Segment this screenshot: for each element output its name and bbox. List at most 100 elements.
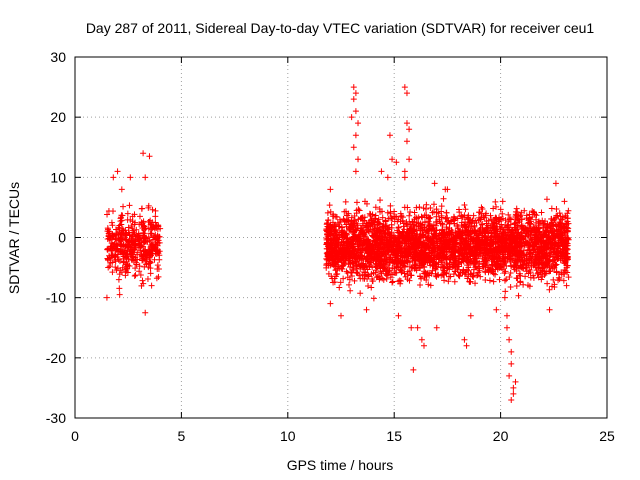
data-point bbox=[139, 205, 146, 212]
data-point bbox=[439, 259, 446, 266]
data-point bbox=[323, 235, 330, 242]
data-point bbox=[526, 257, 533, 264]
data-point bbox=[343, 253, 350, 260]
data-point bbox=[129, 251, 136, 258]
data-point bbox=[324, 243, 331, 250]
data-point bbox=[443, 259, 450, 266]
data-point bbox=[340, 239, 347, 246]
data-point bbox=[535, 218, 542, 225]
data-point bbox=[325, 227, 332, 234]
data-point bbox=[541, 232, 548, 239]
data-point bbox=[463, 271, 470, 278]
data-point bbox=[377, 197, 384, 204]
data-point bbox=[478, 236, 485, 243]
data-points bbox=[103, 84, 572, 403]
data-point bbox=[441, 277, 448, 284]
data-point bbox=[417, 273, 424, 280]
data-point bbox=[424, 242, 431, 249]
data-point bbox=[497, 236, 504, 243]
data-point bbox=[154, 226, 161, 233]
data-point bbox=[441, 239, 448, 246]
data-point bbox=[386, 226, 393, 233]
data-point bbox=[142, 238, 149, 245]
data-point bbox=[418, 262, 425, 269]
data-point bbox=[418, 248, 425, 255]
data-point bbox=[337, 279, 344, 286]
data-point bbox=[386, 235, 393, 242]
data-point bbox=[481, 250, 488, 257]
data-point bbox=[333, 261, 340, 268]
data-point bbox=[132, 272, 139, 279]
data-point bbox=[546, 306, 553, 313]
data-point bbox=[109, 222, 116, 229]
data-point bbox=[471, 258, 478, 265]
data-point bbox=[469, 273, 476, 280]
data-point bbox=[430, 201, 437, 208]
data-point bbox=[533, 255, 540, 262]
data-point bbox=[512, 378, 519, 385]
data-point bbox=[411, 216, 418, 223]
data-point bbox=[490, 278, 497, 285]
data-point bbox=[354, 269, 361, 276]
data-point bbox=[140, 280, 147, 287]
data-point bbox=[422, 269, 429, 276]
data-point bbox=[399, 248, 406, 255]
data-point bbox=[501, 294, 508, 301]
data-point bbox=[106, 255, 113, 262]
data-point bbox=[452, 263, 459, 270]
data-point bbox=[333, 214, 340, 221]
data-point bbox=[116, 258, 123, 265]
data-point bbox=[483, 218, 490, 225]
data-point bbox=[426, 255, 433, 262]
data-point bbox=[524, 239, 531, 246]
data-point bbox=[139, 277, 146, 284]
data-point bbox=[401, 84, 408, 91]
data-point bbox=[476, 267, 483, 274]
data-point bbox=[532, 231, 539, 238]
data-point bbox=[465, 216, 472, 223]
data-point bbox=[493, 218, 500, 225]
y-tick-label: -10 bbox=[46, 290, 66, 306]
data-point bbox=[140, 226, 147, 233]
x-tick-label: 10 bbox=[280, 428, 296, 444]
data-point bbox=[463, 249, 470, 256]
data-point bbox=[142, 257, 149, 264]
data-point bbox=[506, 253, 513, 260]
data-point bbox=[397, 264, 404, 271]
data-point bbox=[148, 282, 155, 289]
data-point bbox=[389, 278, 396, 285]
data-point bbox=[153, 235, 160, 242]
data-point bbox=[549, 240, 556, 247]
data-point bbox=[156, 239, 163, 246]
data-point bbox=[529, 247, 536, 254]
data-point bbox=[482, 268, 489, 275]
data-point bbox=[467, 312, 474, 319]
data-point bbox=[118, 230, 125, 237]
data-point bbox=[110, 174, 117, 181]
data-point bbox=[404, 221, 411, 228]
data-point bbox=[480, 226, 487, 233]
data-point bbox=[391, 208, 398, 215]
data-point bbox=[461, 212, 468, 219]
data-point bbox=[121, 258, 128, 265]
data-point bbox=[463, 228, 470, 235]
data-point bbox=[425, 222, 432, 229]
data-point bbox=[366, 219, 373, 226]
data-point bbox=[497, 226, 504, 233]
data-point bbox=[563, 239, 570, 246]
data-point bbox=[510, 390, 517, 397]
data-point bbox=[496, 255, 503, 262]
data-point bbox=[152, 246, 159, 253]
data-point bbox=[486, 255, 493, 262]
data-point bbox=[520, 258, 527, 265]
data-point bbox=[407, 237, 414, 244]
data-point bbox=[344, 212, 351, 219]
data-point bbox=[516, 234, 523, 241]
data-point bbox=[470, 212, 477, 219]
data-point bbox=[492, 215, 499, 222]
data-point bbox=[444, 236, 451, 243]
data-point bbox=[378, 270, 385, 277]
data-point bbox=[361, 275, 368, 282]
data-point bbox=[154, 262, 161, 269]
